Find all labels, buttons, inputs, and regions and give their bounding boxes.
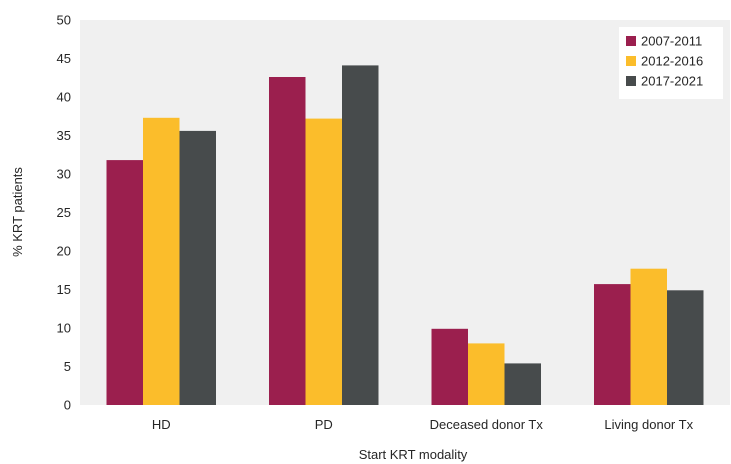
y-tick-label: 50 [57,13,71,28]
x-tick-label: Living donor Tx [604,417,693,432]
bar [504,363,541,405]
x-axis-title: Start KRT modality [359,447,468,462]
bar [468,343,505,405]
y-tick-label: 0 [64,398,71,413]
x-axis: HD PD Deceased donor Tx Living donor Tx [152,417,694,432]
legend-swatch [626,76,636,86]
y-tick-label: 40 [57,90,71,105]
x-tick-label: Deceased donor Tx [430,417,544,432]
y-tick-label: 15 [57,282,71,297]
legend-label: 2012-2016 [641,54,703,69]
legend-label: 2007-2011 [641,34,702,49]
y-tick-label: 25 [57,205,71,220]
bar [106,160,143,405]
bar [342,65,379,406]
y-axis: 0 5 10 15 20 25 30 35 40 45 50 [57,13,71,413]
bar [667,290,704,405]
bar [143,117,180,406]
bar [269,77,306,405]
y-tick-label: 30 [57,167,71,182]
bar [594,284,631,405]
y-tick-label: 5 [64,359,71,374]
legend-label: 2017-2021 [641,74,703,89]
y-tick-label: 20 [57,244,71,259]
y-axis-title: % KRT patients [10,167,25,257]
bar [179,130,216,405]
y-tick-label: 35 [57,128,71,143]
y-tick-label: 10 [57,321,71,336]
y-tick-label: 45 [57,51,71,66]
bar [630,268,667,405]
bar-group [106,65,704,406]
bar [305,118,342,405]
legend: 2007-2011 2012-2016 2017-2021 [619,27,723,99]
legend-box [619,27,723,99]
x-tick-label: PD [315,417,333,432]
legend-swatch [626,56,636,66]
legend-swatch [626,36,636,46]
bar [431,328,468,405]
x-tick-label: HD [152,417,171,432]
